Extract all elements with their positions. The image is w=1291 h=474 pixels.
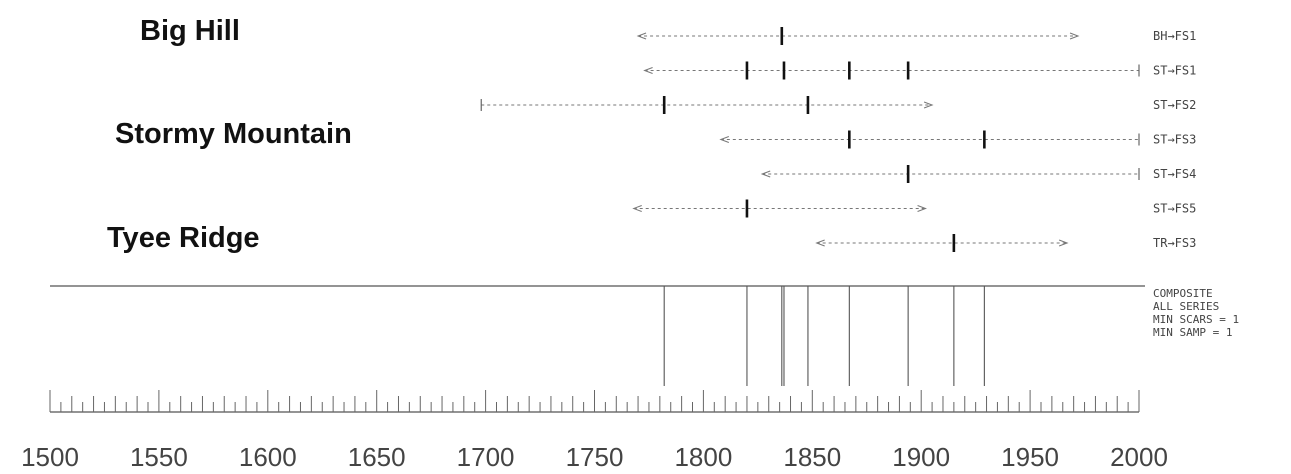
series-group: BH→FS1 ST→FS1 ST→FS2 ST→FS3 ST→FS4 ST→FS5 TR→F… [480, 27, 1196, 252]
series-label: ST→FS1 [1153, 64, 1196, 78]
composite-text-line: MIN SAMP = 1 [1153, 326, 1232, 339]
x-tick-label: 1900 [892, 442, 950, 472]
x-tick-label: 2000 [1110, 442, 1168, 472]
series-row: ST→FS5 [632, 199, 1196, 218]
x-tick-label: 1950 [1001, 442, 1059, 472]
series-label: ST→FS3 [1153, 133, 1196, 147]
series-end-arrow [1058, 239, 1069, 247]
x-axis: 1500 1550 1600 1650 1700 1750 1800 1850 1900 1950… [21, 390, 1168, 472]
series-row: TR→FS3 [815, 234, 1196, 252]
composite-text-line: COMPOSITE [1153, 287, 1213, 300]
series-end-arrow [917, 205, 927, 212]
series-label: ST→FS2 [1153, 98, 1196, 112]
series-row: BH→FS1 [636, 27, 1196, 45]
series-label: BH→FS1 [1153, 29, 1196, 43]
series-row: ST→FS3 [719, 130, 1196, 149]
series-label: ST→FS4 [1153, 167, 1196, 181]
x-tick-label: 1850 [783, 442, 841, 472]
site-label-tyee-ridge: Tyee Ridge [107, 222, 260, 254]
site-label-stormy-mountain: Stormy Mountain [115, 118, 352, 150]
x-tick-label: 1800 [674, 442, 732, 472]
series-end-arrow [1069, 32, 1080, 40]
series-start-arrow [632, 205, 642, 212]
series-label: TR→FS3 [1153, 236, 1196, 250]
series-start-arrow [815, 239, 825, 247]
series-start-arrow [760, 170, 771, 178]
series-end-arrow [923, 101, 934, 109]
x-tick-label: 1500 [21, 442, 79, 472]
x-tick-label: 1650 [348, 442, 406, 472]
series-start-arrow [719, 136, 729, 143]
x-tick-label: 1700 [457, 442, 515, 472]
site-label-big-hill: Big Hill [140, 15, 240, 47]
x-tick-label: 1600 [239, 442, 297, 472]
composite-text-line: MIN SCARS = 1 [1153, 313, 1239, 326]
series-start-arrow [636, 32, 647, 40]
series-start-arrow [643, 67, 653, 74]
composite-text-line: ALL SERIES [1153, 300, 1219, 313]
series-row: ST→FS1 [643, 61, 1196, 80]
x-tick-label: 1550 [130, 442, 188, 472]
series-row: ST→FS2 [480, 96, 1196, 114]
series-row: ST→FS4 [760, 165, 1196, 183]
series-label: ST→FS5 [1153, 202, 1196, 216]
x-tick-label: 1750 [566, 442, 624, 472]
